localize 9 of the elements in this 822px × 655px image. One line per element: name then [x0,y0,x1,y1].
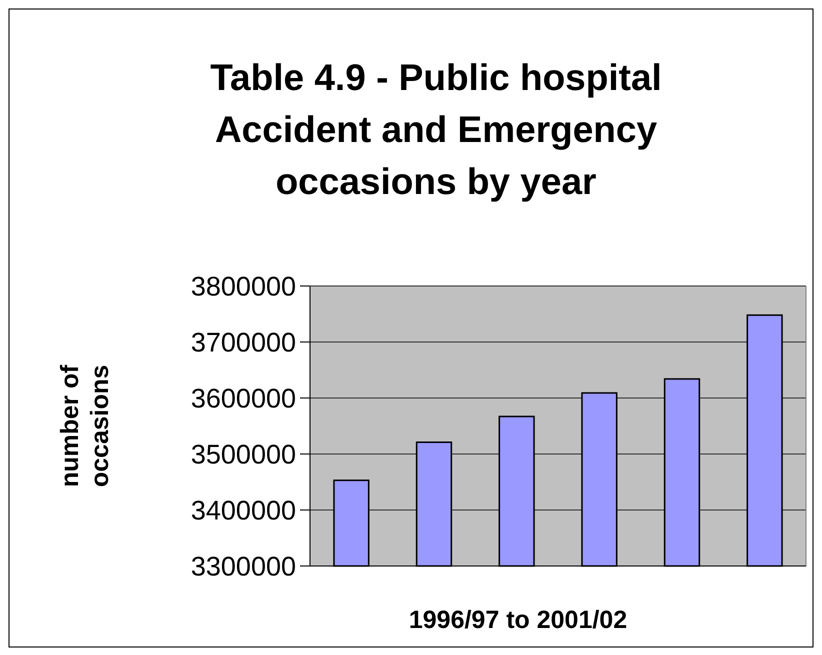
x-axis-title: 1996/97 to 2001/02 [408,606,628,634]
y-axis-title: number of occasions [56,364,114,488]
y-tick-label: 3400000 [190,495,296,526]
y-tick-label: 3700000 [190,327,296,358]
chart-title: Table 4.9 - Public hospital Accident and Emergency occasions by year [210,57,662,202]
y-tick-label: 3600000 [190,383,296,414]
y-tick-label: 3800000 [190,271,296,302]
y-tick-label: 3500000 [190,439,296,470]
y-tick-label: 3300000 [190,551,296,582]
